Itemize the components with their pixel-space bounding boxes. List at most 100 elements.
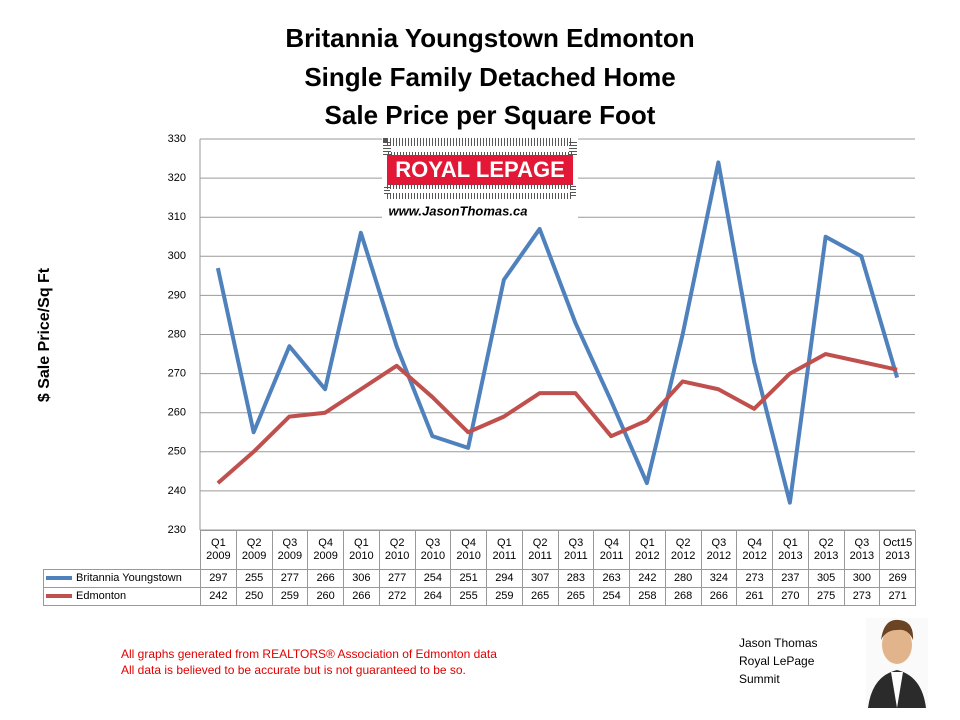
y-tick-label: 250 (168, 446, 186, 458)
signature: Jason Thomas Royal LePage Summit (739, 634, 818, 688)
legend-label: Britannia Youngstown (76, 572, 182, 584)
value-cell: 266 (700, 587, 738, 606)
data-table: Q1 2009 Q2 2009 Q3 2009 Q4 2009 Q1 2010 Q2 20… (43, 530, 916, 606)
value-cell: 306 (343, 569, 380, 588)
legend-cell: Britannia Youngstown (43, 569, 201, 588)
value-cell: 294 (486, 569, 523, 588)
value-cell: 263 (593, 569, 630, 588)
value-cell: 273 (843, 587, 881, 606)
legend-label: Edmonton (76, 590, 127, 602)
logo-brand: ROYAL LEPAGE (395, 157, 565, 182)
value-cell: 272 (378, 587, 416, 606)
y-tick-label: 230 (168, 524, 186, 536)
y-tick-label: 310 (168, 211, 186, 223)
value-cell: 258 (629, 587, 666, 606)
category-cell: Q1 2013 (772, 530, 809, 570)
y-tick-label: 330 (168, 133, 186, 145)
logo-url: www.JasonThomas.ca (389, 203, 528, 218)
value-cell: 261 (736, 587, 773, 606)
value-cell: 242 (629, 569, 666, 588)
legend-swatch (46, 594, 72, 599)
value-cell: 242 (200, 587, 237, 606)
table-row: Britannia Youngstown 297 255 277 266 306 277 25… (43, 569, 916, 588)
value-cell: 255 (235, 569, 273, 588)
value-cell: 266 (343, 587, 380, 606)
value-cell: 260 (307, 587, 344, 606)
category-cell: Q3 2013 (843, 530, 881, 570)
signature-line: Summit (739, 672, 780, 686)
value-cell: 237 (772, 569, 809, 588)
note: All data is believed to be accurate but … (121, 663, 466, 677)
value-cell: 273 (736, 569, 773, 588)
category-cell: Q1 2011 (486, 530, 523, 570)
category-cell: Q3 2012 (700, 530, 738, 570)
value-cell: 254 (414, 569, 452, 588)
value-cell: 277 (378, 569, 416, 588)
chart-title: Sale Price per Square Foot (325, 100, 656, 130)
category-cell: Q4 2010 (450, 530, 487, 570)
series-line (216, 352, 898, 485)
category-cell: Q3 2011 (557, 530, 595, 570)
value-cell: 265 (557, 587, 595, 606)
chart-title: Single Family Detached Home (304, 62, 675, 92)
y-tick-label: 240 (168, 485, 186, 497)
category-cell: Q1 2012 (629, 530, 666, 570)
table-header: Q1 2009 Q2 2009 Q3 2009 Q4 2009 Q1 2010 Q2 20… (44, 530, 916, 570)
y-tick-label: 270 (168, 368, 186, 380)
category-cell: Q3 2009 (271, 530, 309, 570)
logo-stripes (383, 138, 577, 160)
value-cell: 300 (843, 569, 881, 588)
value-cell: 269 (879, 569, 916, 588)
legend-swatch (46, 576, 72, 581)
blank-cell (44, 531, 201, 570)
value-cell: 280 (664, 569, 702, 588)
value-cell: 307 (521, 569, 559, 588)
value-cell: 266 (307, 569, 344, 588)
logo: ROYAL LEPAGE www.JasonThomas.ca (382, 138, 578, 224)
value-cell: 275 (807, 587, 845, 606)
value-cell: 305 (807, 569, 845, 588)
value-cell: 270 (772, 587, 809, 606)
signature-line: Royal LePage (739, 654, 815, 668)
category-cell: Oct15 2013 (879, 530, 916, 570)
value-cell: 297 (200, 569, 237, 588)
signature-line: Jason Thomas (739, 636, 818, 650)
table-row: Edmonton 242 250 259 260 266 272 264 255 259 265 26… (43, 587, 916, 606)
category-cell: Q1 2009 (200, 530, 237, 570)
category-cell: Q2 2011 (521, 530, 559, 570)
category-cell: Q4 2012 (736, 530, 773, 570)
y-tick-label: 260 (168, 407, 186, 419)
note: All graphs generated from REALTORS® Asso… (121, 647, 497, 661)
y-axis-label: $ Sale Price/Sq Ft (36, 267, 53, 402)
y-tick-label: 300 (168, 250, 186, 262)
category-cell: Q2 2010 (378, 530, 416, 570)
chart-title: Britannia Youngstown Edmonton (285, 23, 694, 53)
y-tick-label: 280 (168, 328, 186, 340)
value-cell: 271 (879, 587, 916, 606)
value-cell: 259 (271, 587, 309, 606)
value-cell: 254 (593, 587, 630, 606)
value-cell: 268 (664, 587, 702, 606)
value-cell: 324 (700, 569, 738, 588)
value-cell: 265 (521, 587, 559, 606)
value-cell: 255 (450, 587, 487, 606)
value-cell: 250 (235, 587, 273, 606)
category-cell: Q2 2012 (664, 530, 702, 570)
category-cell: Q2 2013 (807, 530, 845, 570)
y-tick-label: 320 (168, 172, 186, 184)
value-cell: 283 (557, 569, 595, 588)
y-tick-label: 290 (168, 289, 186, 301)
category-cell: Q4 2011 (593, 530, 630, 570)
value-cell: 259 (486, 587, 523, 606)
category-cell: Q3 2010 (414, 530, 452, 570)
value-cell: 277 (271, 569, 309, 588)
logo-band (387, 155, 573, 185)
legend-cell: Edmonton (43, 587, 201, 606)
category-cell: Q1 2010 (343, 530, 380, 570)
value-cell: 251 (450, 569, 487, 588)
category-cell: Q2 2009 (235, 530, 273, 570)
category-cell: Q4 2009 (307, 530, 344, 570)
value-cell: 264 (414, 587, 452, 606)
